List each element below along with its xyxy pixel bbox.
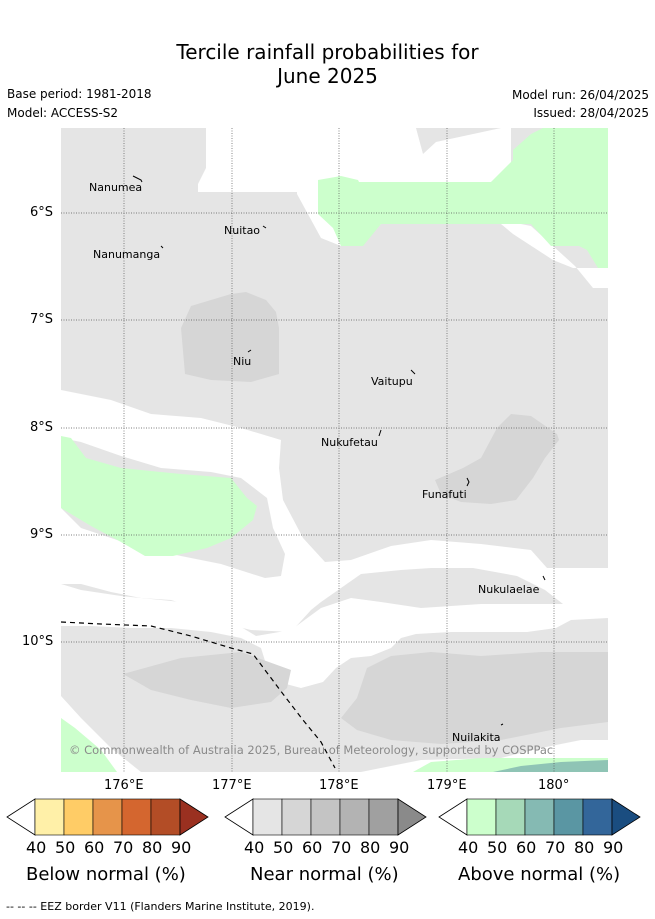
island-shape-niu: [247, 349, 252, 353]
below-tick-60: 60: [84, 838, 105, 857]
below-tick-40: 40: [26, 838, 47, 857]
near-colorbar-segment: [339, 798, 370, 836]
lon-label-180: 180°: [538, 778, 570, 793]
model-run-date: Model run: 26/04/2025: [511, 88, 649, 102]
island-label-niu: Niu: [233, 355, 252, 368]
near-normal-50-region-niu: [181, 292, 279, 382]
near-colorbar-segment: [310, 798, 341, 836]
island-label-nukulaelae: Nukulaelae: [478, 583, 540, 596]
near-tick-40: 40: [244, 838, 265, 857]
lon-label-179e: 179°E: [427, 778, 467, 793]
island-shape-nanumea: [132, 175, 143, 183]
near-tick-90: 90: [389, 838, 410, 857]
below-tick-90: 90: [171, 838, 192, 857]
above-normal-60-region-southeast: [493, 760, 608, 772]
above-colorbar-segment: [466, 798, 497, 836]
island-label-nukufetau: Nukufetau: [321, 436, 378, 449]
below-tick-70: 70: [113, 838, 134, 857]
near-tick-70: 70: [331, 838, 352, 857]
lon-label-178e: 178°E: [319, 778, 359, 793]
colorbar-below-normal: [6, 798, 209, 836]
map-title: Tercile rainfall probabilities for June …: [0, 40, 655, 88]
above-tick-70: 70: [545, 838, 566, 857]
rainfall-map: [61, 128, 608, 772]
copyright-notice: © Commonwealth of Australia 2025, Bureau…: [69, 743, 554, 757]
above-normal-40-region-north: [318, 128, 608, 268]
island-label-nuilakita: Nuilakita: [452, 731, 501, 744]
lat-label-9s: 9°S: [30, 527, 54, 542]
near-colorbar-high-end: [397, 798, 427, 836]
above-tick-90: 90: [603, 838, 624, 857]
island-shape-nuilakita: [500, 723, 504, 726]
legend-colorbars: [6, 798, 641, 836]
near-colorbar-segment: [281, 798, 312, 836]
below-colorbar-low-end: [6, 798, 36, 836]
near-colorbar-segment: [252, 798, 283, 836]
base-period: Base period: 1981-2018: [7, 87, 152, 101]
above-tick-60: 60: [516, 838, 537, 857]
above-tick-40: 40: [458, 838, 479, 857]
neutral-region-south: [61, 584, 608, 688]
above-normal-title: Above normal (%): [458, 864, 621, 885]
below-tick-50: 50: [55, 838, 76, 857]
island-shape-nukufetau: [378, 429, 382, 437]
below-normal-title: Below normal (%): [26, 864, 186, 885]
island-shape-vaitupu: [410, 369, 416, 375]
lat-label-8s: 8°S: [30, 420, 54, 435]
lat-label-7s: 7°S: [30, 312, 54, 327]
model-name: Model: ACCESS-S2: [7, 106, 119, 120]
above-tick-80: 80: [574, 838, 595, 857]
island-shape-nanumanga: [160, 245, 164, 249]
above-colorbar-segment: [582, 798, 613, 836]
above-colorbar-segment: [524, 798, 555, 836]
title-line-1: Tercile rainfall probabilities for: [176, 40, 479, 64]
above-colorbar-low-end: [438, 798, 468, 836]
below-colorbar-segment: [34, 798, 65, 836]
neutral-region-centre: [61, 390, 608, 632]
near-colorbar-segment: [368, 798, 399, 836]
island-label-vaitupu: Vaitupu: [371, 375, 413, 388]
lat-label-10s: 10°S: [22, 634, 54, 649]
below-colorbar-segment: [150, 798, 181, 836]
lon-label-177e: 177°E: [212, 778, 252, 793]
near-normal-50-region-south-east: [341, 652, 608, 744]
neutral-region-east: [461, 222, 608, 288]
below-tick-80: 80: [142, 838, 163, 857]
eez-footnote: -- -- -- EEZ border V11 (Flanders Marine…: [6, 900, 315, 913]
above-colorbar-segment: [495, 798, 526, 836]
graticule: [61, 128, 608, 772]
island-label-nuitao: Nuitao: [224, 224, 261, 237]
near-normal-title: Near normal (%): [250, 864, 399, 885]
above-tick-50: 50: [487, 838, 508, 857]
island-shape-funafuti: [466, 477, 470, 487]
island-label-nanumea: Nanumea: [89, 181, 143, 194]
near-normal-50-region-south-west: [123, 652, 291, 708]
island-label-nanumanga: Nanumanga: [93, 248, 161, 261]
near-colorbar-low-end: [224, 798, 254, 836]
eez-border: [61, 621, 336, 769]
below-colorbar-segment: [92, 798, 123, 836]
above-colorbar-segment: [553, 798, 584, 836]
colorbar-above-normal: [438, 798, 641, 836]
lat-label-6s: 6°S: [30, 205, 54, 220]
issued-date: Issued: 28/04/2025: [533, 106, 649, 120]
lon-label-176e: 176°E: [104, 778, 144, 793]
below-colorbar-segment: [121, 798, 152, 836]
above-normal-40-region-west: [61, 436, 257, 556]
island-label-funafuti: Funafuti: [422, 488, 467, 501]
above-normal-40-region-southwest: [61, 718, 117, 772]
near-tick-80: 80: [360, 838, 381, 857]
island-shape-nuitao: [262, 225, 267, 229]
near-tick-60: 60: [302, 838, 323, 857]
above-colorbar-high-end: [611, 798, 641, 836]
near-normal-50-region-funafuti: [435, 414, 559, 504]
title-line-2: June 2025: [277, 64, 378, 88]
near-tick-50: 50: [273, 838, 294, 857]
below-colorbar-high-end: [179, 798, 209, 836]
below-colorbar-segment: [63, 798, 94, 836]
colorbar-near-normal: [224, 798, 427, 836]
island-shape-nukulaelae: [542, 575, 546, 581]
